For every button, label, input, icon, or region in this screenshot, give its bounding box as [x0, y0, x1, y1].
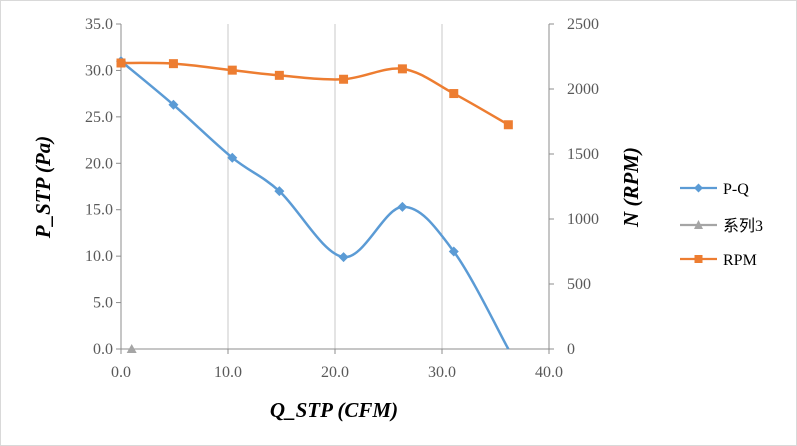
- x-tick-label: 30.0: [428, 364, 456, 381]
- series-layer: [116, 56, 513, 353]
- y2-tick-label: 2500: [567, 16, 599, 33]
- legend: P-Q 系列3 RPM: [680, 181, 763, 269]
- data-point-p-q: [397, 201, 408, 212]
- data-point-p-q: [448, 246, 459, 257]
- data-point-rpm: [168, 59, 178, 69]
- data-point-rpm: [227, 65, 237, 75]
- tick-labels: 0.0 10.0 20.0 30.0 40.0 0.0 5.0 10.0 15.0 20.0 25.…: [85, 16, 599, 381]
- legend-item-series3: 系列3: [680, 217, 763, 235]
- grid-lines: [120, 24, 550, 349]
- data-point-rpm: [116, 58, 126, 68]
- x-tick-label: 10.0: [214, 364, 242, 381]
- legend-label-p-q: P-Q: [723, 181, 749, 198]
- y2-axis-title: N (RPM): [619, 147, 643, 228]
- series-line-p-q: [120, 60, 510, 350]
- data-point-rpm: [274, 70, 284, 80]
- data-point-p-q: [338, 252, 349, 263]
- y-tick-label: 0.0: [93, 341, 113, 358]
- y-tick-label: 10.0: [85, 248, 113, 265]
- x-tick-label: 0.0: [111, 364, 131, 381]
- data-point-rpm: [397, 64, 407, 74]
- data-point-p-q: [274, 186, 285, 197]
- legend-label-rpm: RPM: [723, 252, 757, 269]
- x-tick-label: 40.0: [535, 364, 563, 381]
- y-tick-label: 35.0: [85, 16, 113, 33]
- x-tick-label: 20.0: [321, 364, 349, 381]
- axes: [116, 23, 554, 354]
- data-point-p-q: [168, 99, 179, 110]
- y2-tick-label: 500: [567, 276, 591, 293]
- y2-tick-label: 2000: [567, 81, 599, 98]
- y-tick-label: 20.0: [85, 155, 113, 172]
- data-point-rpm: [503, 120, 513, 130]
- y-axis-title: P_STP (Pa): [31, 136, 55, 239]
- legend-marker-p-q: [694, 183, 703, 193]
- y-tick-label: 5.0: [93, 295, 113, 312]
- data-point-rpm: [339, 74, 349, 84]
- data-point-p-q: [227, 152, 238, 163]
- legend-marker-series3: [694, 220, 703, 229]
- y-tick-label: 25.0: [85, 109, 113, 126]
- legend-marker-rpm: [694, 255, 703, 263]
- series-line-rpm: [120, 61, 509, 126]
- data-point-3: [126, 344, 137, 353]
- legend-item-p-q: P-Q: [680, 181, 749, 198]
- y-tick-label: 30.0: [85, 62, 113, 79]
- y-tick-label: 15.0: [85, 202, 113, 219]
- x-axis-title: Q_STP (CFM): [270, 398, 398, 422]
- legend-label-series3: 系列3: [723, 217, 763, 235]
- y2-tick-label: 1500: [567, 146, 599, 163]
- y2-tick-label: 0: [567, 341, 575, 358]
- y2-tick-label: 1000: [567, 211, 599, 228]
- legend-item-rpm: RPM: [680, 252, 757, 269]
- data-point-rpm: [449, 89, 459, 99]
